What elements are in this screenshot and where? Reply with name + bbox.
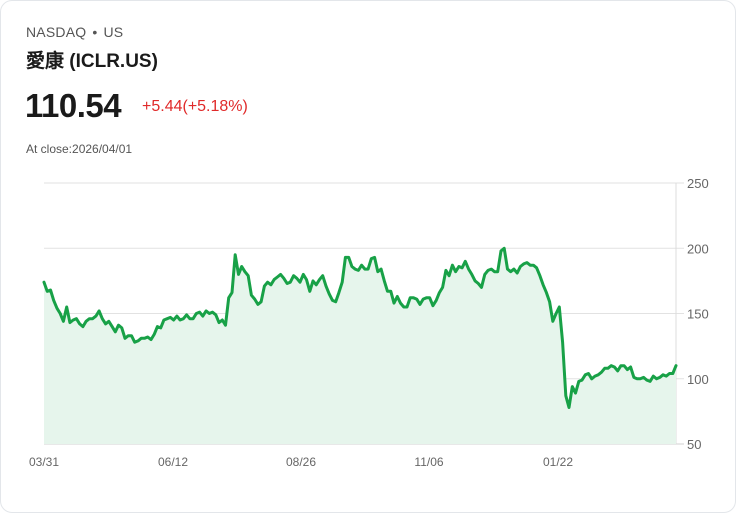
x-tick-label: 03/31: [29, 455, 59, 469]
y-tick-label: 250: [687, 176, 709, 191]
x-tick-label: 06/12: [158, 455, 188, 469]
exchange-line: NASDAQ • US: [26, 24, 123, 40]
x-tick-label: 11/06: [414, 455, 443, 469]
price-line: [42, 246, 678, 409]
current-price: 110.54: [25, 87, 122, 124]
x-tick-label: 08/26: [286, 455, 316, 469]
close-timestamp: At close:2026/04/01: [26, 142, 133, 156]
y-tick-label: 200: [687, 241, 709, 256]
separator-dot: •: [92, 24, 98, 40]
x-tick-label: 01/22: [543, 455, 573, 469]
y-tick-label: 150: [687, 307, 709, 322]
price-area-fill: [44, 248, 676, 444]
x-axis: 03/31 06/12 08/26 11/06 01/22: [29, 455, 573, 469]
exchange-name: NASDAQ: [26, 24, 87, 40]
region: US: [103, 24, 124, 40]
price-change: +5.44(+5.18%): [142, 98, 248, 115]
y-axis: 250 200 150 100 50: [687, 176, 709, 452]
stock-title: 愛康 (ICLR.US): [26, 51, 158, 72]
y-tick-label: 100: [687, 372, 709, 387]
y-tick-label: 50: [687, 437, 701, 452]
